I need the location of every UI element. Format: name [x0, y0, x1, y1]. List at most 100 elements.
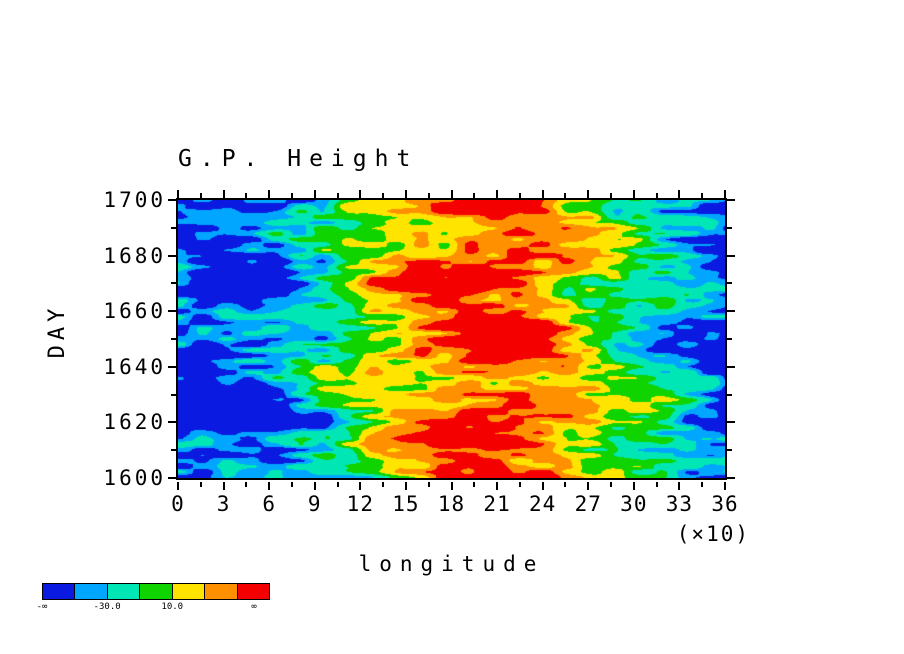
tick-mark: [473, 482, 475, 487]
plot-frame: [176, 198, 727, 480]
tick-mark: [405, 482, 407, 490]
tick-mark: [610, 482, 612, 487]
chart-title: G.P. Height: [178, 146, 419, 172]
tick-mark: [633, 190, 635, 198]
tick-mark: [701, 193, 703, 198]
colorbar-cell: [205, 584, 238, 599]
x-unit-note: (×10): [676, 522, 750, 546]
tick-mark: [171, 394, 176, 396]
tick-mark: [678, 190, 680, 198]
tick-mark: [171, 227, 176, 229]
tick-mark: [245, 482, 247, 487]
tick-mark: [727, 282, 732, 284]
tick-mark: [451, 190, 453, 198]
tick-mark: [337, 193, 339, 198]
tick-mark: [542, 482, 544, 490]
x-tick-label: 36: [711, 492, 739, 516]
tick-mark: [337, 482, 339, 487]
tick-mark: [610, 193, 612, 198]
x-tick-label: 9: [307, 492, 322, 516]
colorbar-cell: [75, 584, 108, 599]
y-tick-label: 1640: [103, 354, 166, 379]
x-tick-label: 33: [665, 492, 694, 516]
x-tick-label: 27: [574, 492, 602, 516]
colorbar-label: -30.0: [93, 602, 121, 612]
tick-mark: [268, 190, 270, 198]
tick-mark: [678, 482, 680, 490]
tick-mark: [564, 482, 566, 487]
x-tick-label: 6: [262, 492, 276, 516]
tick-mark: [451, 482, 453, 490]
tick-mark: [496, 482, 498, 490]
tick-mark: [428, 482, 430, 487]
tick-mark: [727, 255, 735, 257]
tick-mark: [428, 193, 430, 198]
tick-mark: [727, 449, 732, 451]
tick-mark: [223, 482, 225, 490]
tick-mark: [168, 366, 176, 368]
tick-mark: [291, 482, 293, 487]
tick-mark: [171, 282, 176, 284]
colorbar-label: 10.0: [161, 602, 184, 612]
tick-mark: [542, 190, 544, 198]
tick-mark: [314, 190, 316, 198]
colorbar-cell: [140, 584, 173, 599]
tick-mark: [519, 193, 521, 198]
tick-mark: [519, 482, 521, 487]
tick-mark: [587, 482, 589, 490]
y-tick-label: 1620: [103, 410, 166, 435]
tick-mark: [724, 190, 726, 198]
tick-mark: [314, 482, 316, 490]
tick-mark: [200, 482, 202, 487]
y-tick-label: 1700: [103, 188, 166, 212]
tick-mark: [727, 199, 735, 201]
tick-mark: [168, 421, 176, 423]
tick-mark: [727, 394, 732, 396]
tick-mark: [587, 190, 589, 198]
x-tick-label: 12: [346, 492, 374, 516]
tick-mark: [359, 190, 361, 198]
tick-mark: [168, 199, 176, 201]
x-tick-label: 15: [392, 492, 420, 516]
tick-mark: [168, 255, 176, 257]
colorbar: [42, 583, 270, 600]
colorbar-cell: [43, 584, 76, 599]
colorbar-cell: [237, 584, 269, 599]
x-tick-label: 3: [216, 492, 231, 516]
x-axis-title: longitude: [358, 552, 545, 576]
tick-mark: [168, 310, 176, 312]
y-tick-label: 1680: [103, 243, 166, 268]
tick-mark: [724, 482, 726, 490]
tick-mark: [633, 482, 635, 490]
y-tick-label: 1660: [103, 299, 166, 324]
tick-mark: [168, 477, 176, 479]
x-tick-label: 18: [437, 492, 466, 516]
colorbar-label: -∞: [36, 602, 48, 612]
tick-mark: [268, 482, 270, 490]
tick-mark: [727, 421, 735, 423]
x-tick-label: 24: [529, 492, 557, 516]
y-tick-label: 1600: [103, 466, 166, 490]
tick-mark: [405, 190, 407, 198]
x-tick-label: 30: [620, 492, 648, 516]
x-tick-label: 0: [171, 492, 185, 516]
tick-mark: [177, 482, 179, 490]
colorbar-cell: [107, 584, 141, 599]
tick-mark: [245, 193, 247, 198]
tick-mark: [656, 482, 658, 487]
x-tick-label: 21: [483, 492, 511, 516]
tick-mark: [727, 477, 735, 479]
tick-mark: [382, 482, 384, 487]
tick-mark: [382, 193, 384, 198]
tick-mark: [727, 338, 732, 340]
tick-mark: [223, 190, 225, 198]
tick-mark: [727, 366, 735, 368]
tick-mark: [473, 193, 475, 198]
tick-mark: [564, 193, 566, 198]
tick-mark: [727, 227, 732, 229]
tick-mark: [727, 310, 735, 312]
heatmap-canvas: [178, 200, 725, 478]
tick-mark: [200, 193, 202, 198]
tick-mark: [171, 338, 176, 340]
